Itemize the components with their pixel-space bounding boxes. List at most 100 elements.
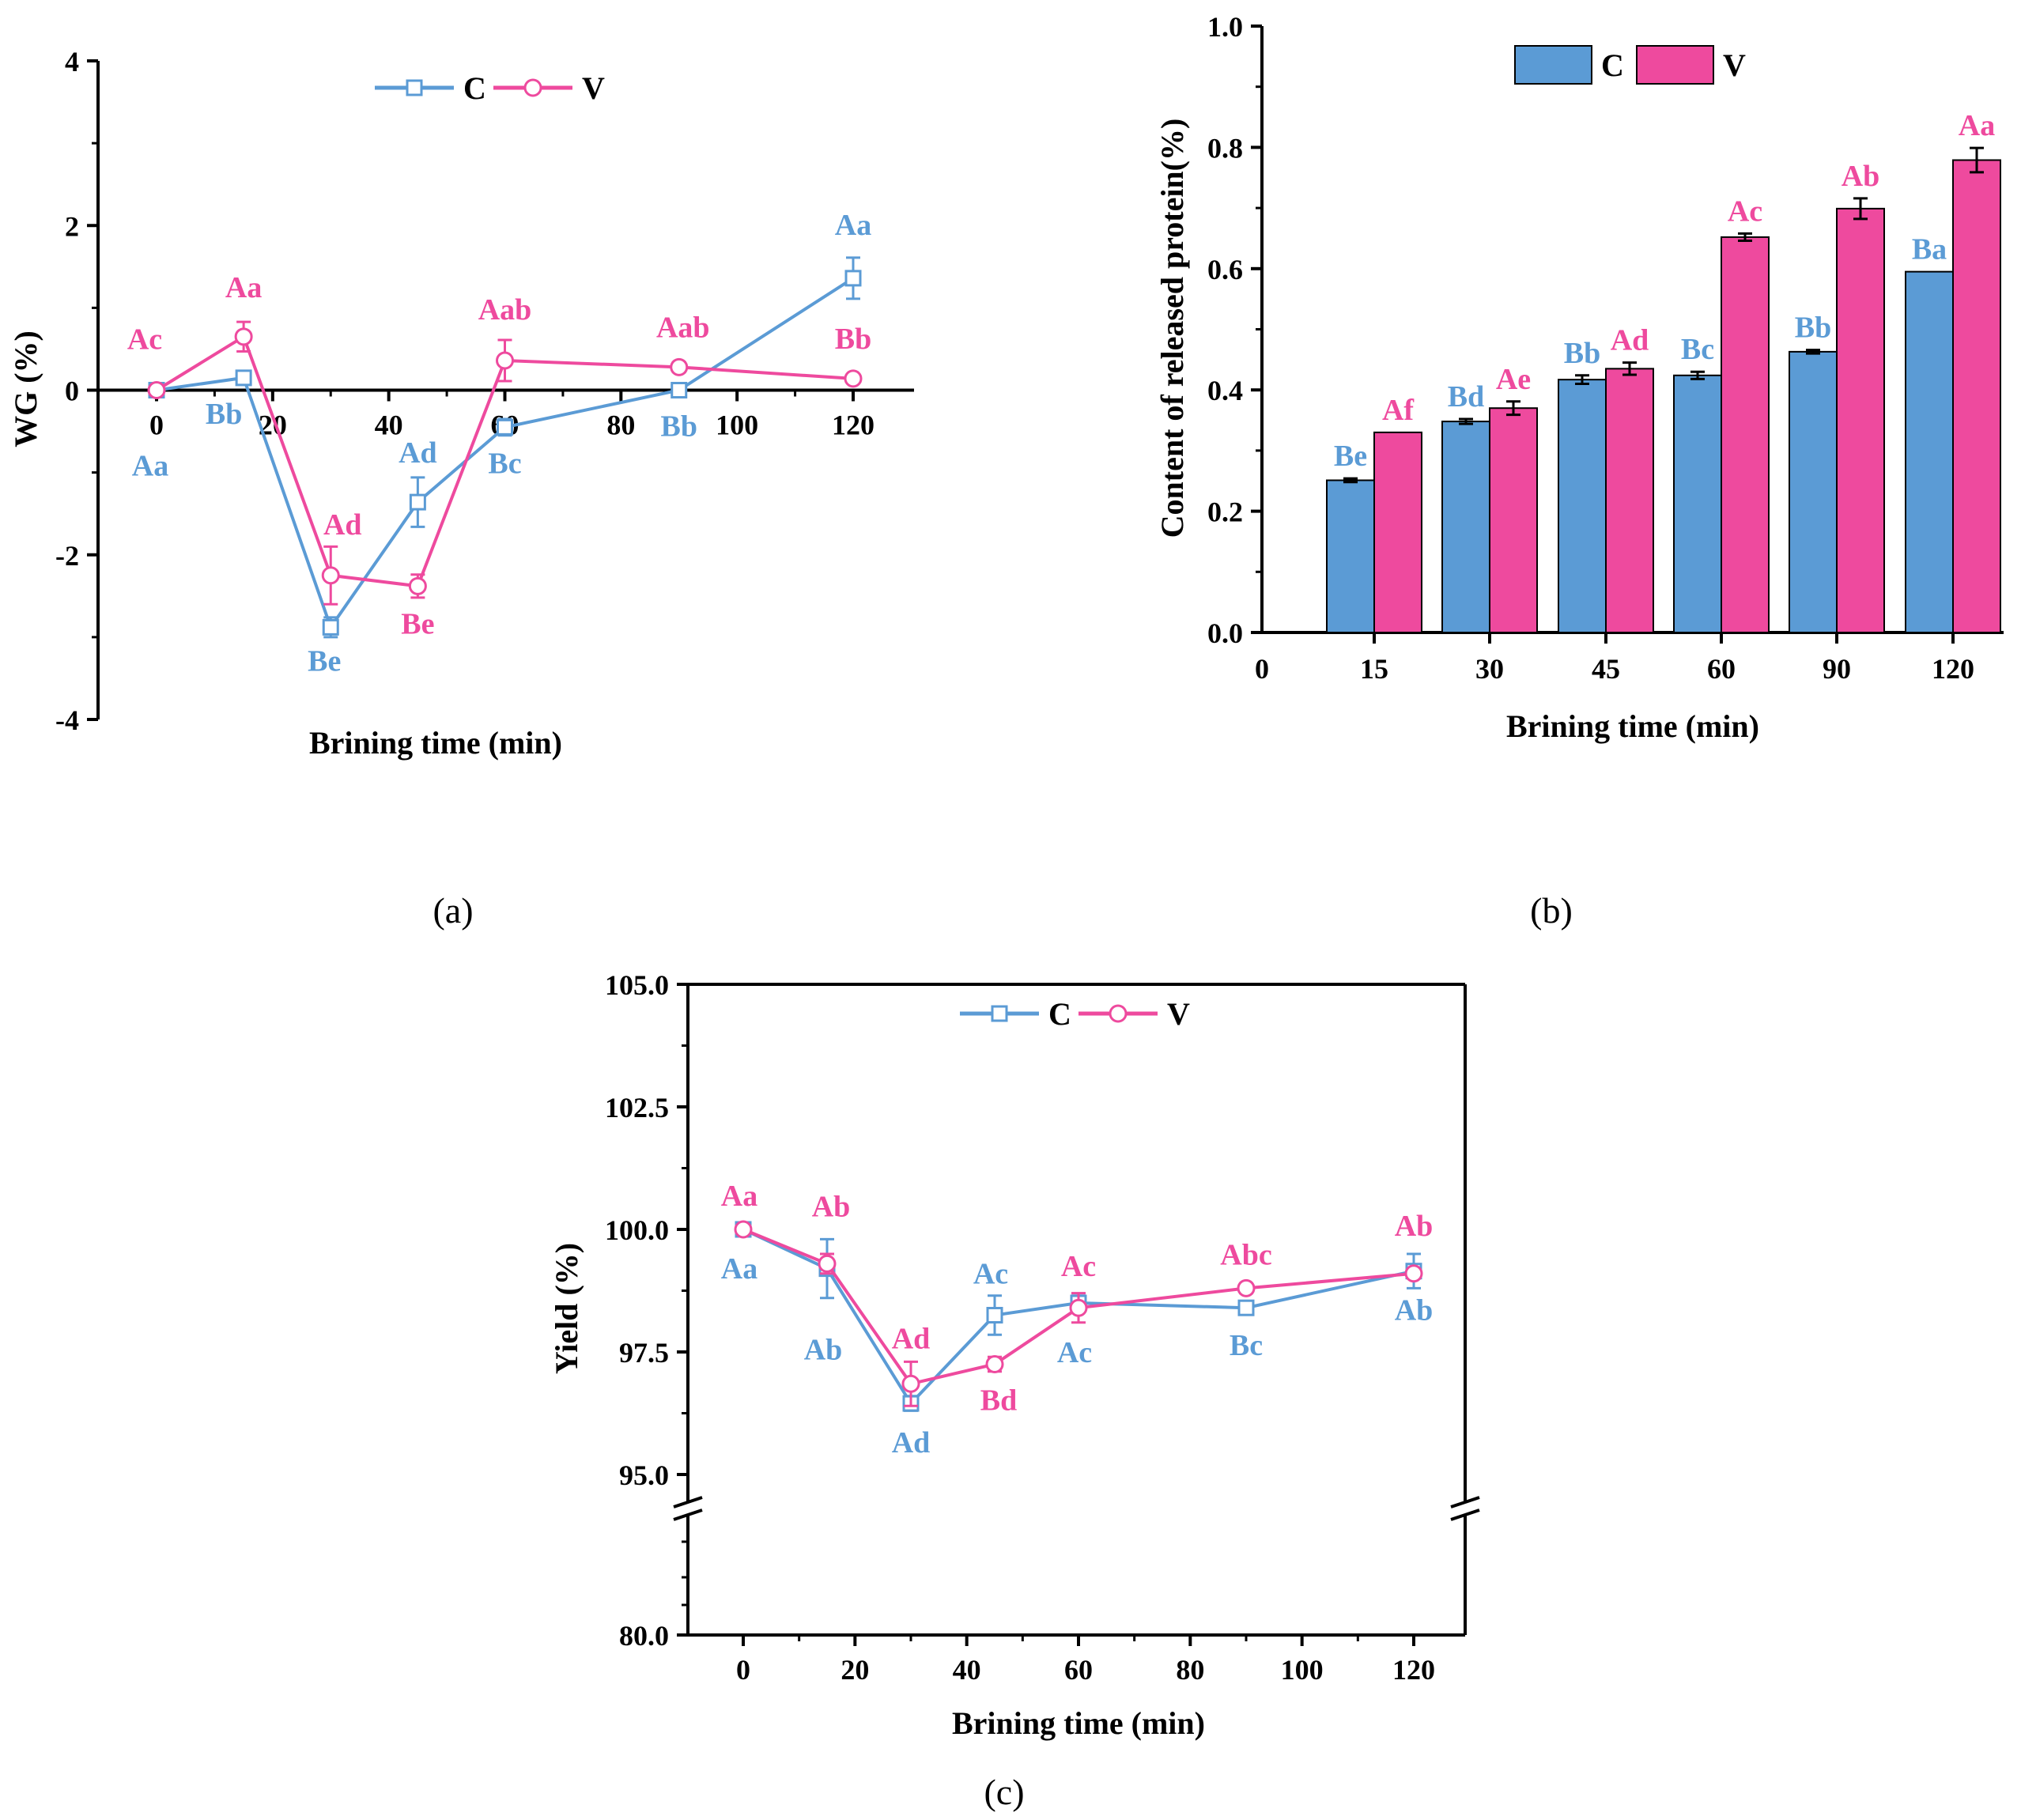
bar-v [1373, 431, 1422, 634]
data-point-v [234, 327, 253, 346]
data-label-c: Ac [973, 1258, 1008, 1291]
data-point-v [1237, 1278, 1256, 1297]
axis-break-mark [1450, 1508, 1480, 1521]
data-label-v: Aa [225, 271, 262, 304]
y-tick-label: -4 [55, 704, 79, 736]
x-tick-label: 0 [149, 410, 164, 441]
y-tick-label: 0.8 [1207, 132, 1243, 164]
data-label-c: Ba [1912, 233, 1947, 266]
legend-v-marker [1109, 1004, 1128, 1023]
data-point-c [986, 1307, 1003, 1323]
data-label-c: Bb [661, 410, 697, 444]
chart-a: 420-2-4020406080100120Brining time (min)… [8, 46, 914, 931]
data-point-c [844, 270, 862, 287]
data-point-v [496, 351, 514, 370]
x-tick-label: 0 [736, 1654, 750, 1686]
x-tick-label: 40 [953, 1654, 981, 1686]
data-label-c: Aa [721, 1252, 757, 1286]
data-label-v: Be [401, 607, 434, 640]
y-tick-label: 0.4 [1207, 375, 1243, 406]
data-label-c: Ab [804, 1334, 843, 1367]
data-label-v: Ab [812, 1190, 851, 1223]
data-label-c: Bb [206, 398, 242, 431]
data-label-c: Be [1334, 440, 1367, 473]
data-label-c: Bc [1230, 1329, 1263, 1362]
legend-c-label: C [1601, 47, 1624, 83]
y-tick-label: 0 [65, 376, 79, 407]
data-point-c [497, 418, 513, 436]
data-label-c: Bd [1448, 380, 1484, 413]
data-label-c: Bc [1681, 333, 1714, 366]
panel-label-a: (a) [433, 890, 473, 931]
legend-v-marker [523, 78, 542, 97]
x-tick-label: 120 [1932, 653, 1974, 685]
data-label-c: Ad [892, 1426, 931, 1459]
chart-c: 105.0 102.5 100.0 97.5 95.0 80.0 0 20 40 60 80 100 1… [549, 969, 1480, 1812]
x-axis-title: Brining time (min) [309, 725, 562, 761]
data-point-v [818, 1254, 837, 1273]
x-tick-label: 80 [1176, 1654, 1204, 1686]
x-tick-label: 60 [1064, 1654, 1093, 1686]
y-tick-label: 80.0 [619, 1620, 669, 1652]
legend-c-swatch [1514, 45, 1592, 85]
data-label-v: Ad [892, 1322, 931, 1355]
bar-c [1326, 479, 1375, 633]
data-label-v: Af [1382, 394, 1415, 427]
data-label-v: Ad [323, 508, 362, 542]
data-label-v: Ad [1611, 324, 1649, 357]
x-axis-title: Brining time (min) [1506, 708, 1759, 744]
y-tick-label: 100.0 [605, 1214, 669, 1246]
data-point-v [985, 1355, 1004, 1373]
x-tick-label: 60 [1707, 653, 1736, 685]
y-tick-label: -2 [55, 540, 79, 572]
legend-c-marker [991, 1005, 1008, 1022]
data-label-v: Ac [1061, 1250, 1096, 1283]
y-tick-label: 0.6 [1207, 254, 1243, 285]
data-point-c [235, 369, 252, 387]
x-tick-label: 100 [716, 410, 758, 441]
legend-v-label: V [582, 70, 605, 106]
bar-v [1836, 207, 1885, 633]
data-point-v [408, 576, 427, 595]
data-point-v [734, 1220, 753, 1239]
data-label-c: Ab [1395, 1294, 1434, 1327]
data-label-c: Bc [488, 447, 521, 480]
data-label-v: Bb [835, 323, 871, 356]
data-point-v [844, 369, 863, 388]
x-tick-label: 120 [1392, 1654, 1435, 1686]
x-tick-label: 90 [1823, 653, 1851, 685]
x-tick-label: 0 [1255, 653, 1269, 685]
data-label-v: Aa [721, 1180, 757, 1213]
x-tick-label: 30 [1475, 653, 1504, 685]
y-tick-label: 102.5 [605, 1092, 669, 1123]
bar-v [1721, 236, 1770, 633]
bar-c [1441, 421, 1490, 633]
x-tick-label: 40 [375, 410, 403, 441]
data-label-c: Ac [1057, 1336, 1092, 1369]
x-tick-label: 20 [841, 1654, 869, 1686]
data-point-v [670, 357, 689, 376]
data-label-c: Ad [399, 436, 437, 470]
data-label-c: Be [308, 644, 341, 678]
panel-label-b: (b) [1530, 890, 1573, 931]
axis-break-mark [1450, 1496, 1480, 1508]
legend-c-label: C [463, 70, 486, 106]
x-tick-label: 45 [1592, 653, 1620, 685]
data-label-v: Ac [1728, 194, 1762, 228]
y-tick-label: 0.2 [1207, 497, 1243, 528]
data-point-v [901, 1374, 920, 1393]
x-axis-title: Brining time (min) [952, 1705, 1205, 1741]
y-axis-title: WG (%) [8, 330, 43, 447]
data-point-c [1237, 1299, 1255, 1316]
data-point-v [147, 381, 166, 399]
bar-c [1558, 379, 1607, 633]
bar-c [1905, 270, 1954, 633]
bar-v [1489, 407, 1538, 634]
x-tick-label: 80 [606, 410, 635, 441]
y-tick-label: 2 [65, 210, 79, 242]
legend-c-marker [406, 79, 423, 96]
axis-break-mark [673, 1496, 703, 1508]
x-tick-label: 100 [1281, 1654, 1324, 1686]
data-label-v: Bd [980, 1384, 1017, 1418]
